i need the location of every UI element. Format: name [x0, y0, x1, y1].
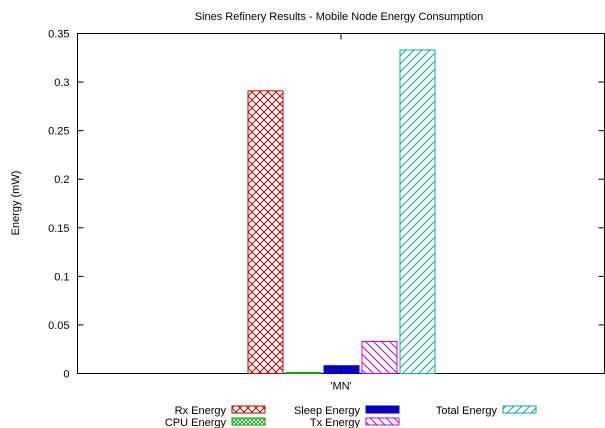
- legend-label: Total Energy: [436, 405, 498, 417]
- plot-frame: [77, 33, 605, 374]
- legend-swatch: [365, 417, 400, 426]
- x-tick-label: 'MN': [330, 381, 351, 393]
- x-axis-ticks: 'MN': [330, 33, 352, 393]
- y-tick-label: 0.05: [48, 320, 69, 332]
- y-tick-label: 0.1: [54, 271, 69, 283]
- legend-swatch: [231, 417, 266, 426]
- y-tick-label: 0.2: [54, 174, 69, 186]
- y-tick-label: 0.35: [48, 29, 69, 41]
- y-tick-label: 0.3: [54, 77, 69, 89]
- legend-swatch: [231, 405, 266, 414]
- legend-label: Rx Energy: [175, 405, 227, 417]
- legend-label: Sleep Energy: [294, 405, 361, 417]
- bar-rx-energy: [247, 90, 284, 374]
- legend-swatch: [365, 405, 400, 414]
- y-tick-label: 0: [63, 369, 69, 381]
- legend-swatch: [502, 405, 537, 414]
- y-tick-label: 0.15: [48, 223, 69, 235]
- y-axis-ticks: 0 0.05 0.1 0.15 0.2 0.25 0.3 0.35: [48, 29, 605, 381]
- chart-title: Sines Refinery Results - Mobile Node Ene…: [195, 11, 484, 23]
- y-axis-label: Energy (mW): [10, 171, 22, 236]
- bars-group: [247, 49, 436, 375]
- legend-label: Tx Energy: [310, 417, 361, 428]
- bar-cpu-energy: [285, 372, 322, 375]
- bar-tx-energy: [361, 340, 398, 375]
- legend-label: CPU Energy: [165, 417, 227, 428]
- y-tick-label: 0.25: [48, 126, 69, 138]
- bar-total-energy: [399, 49, 436, 375]
